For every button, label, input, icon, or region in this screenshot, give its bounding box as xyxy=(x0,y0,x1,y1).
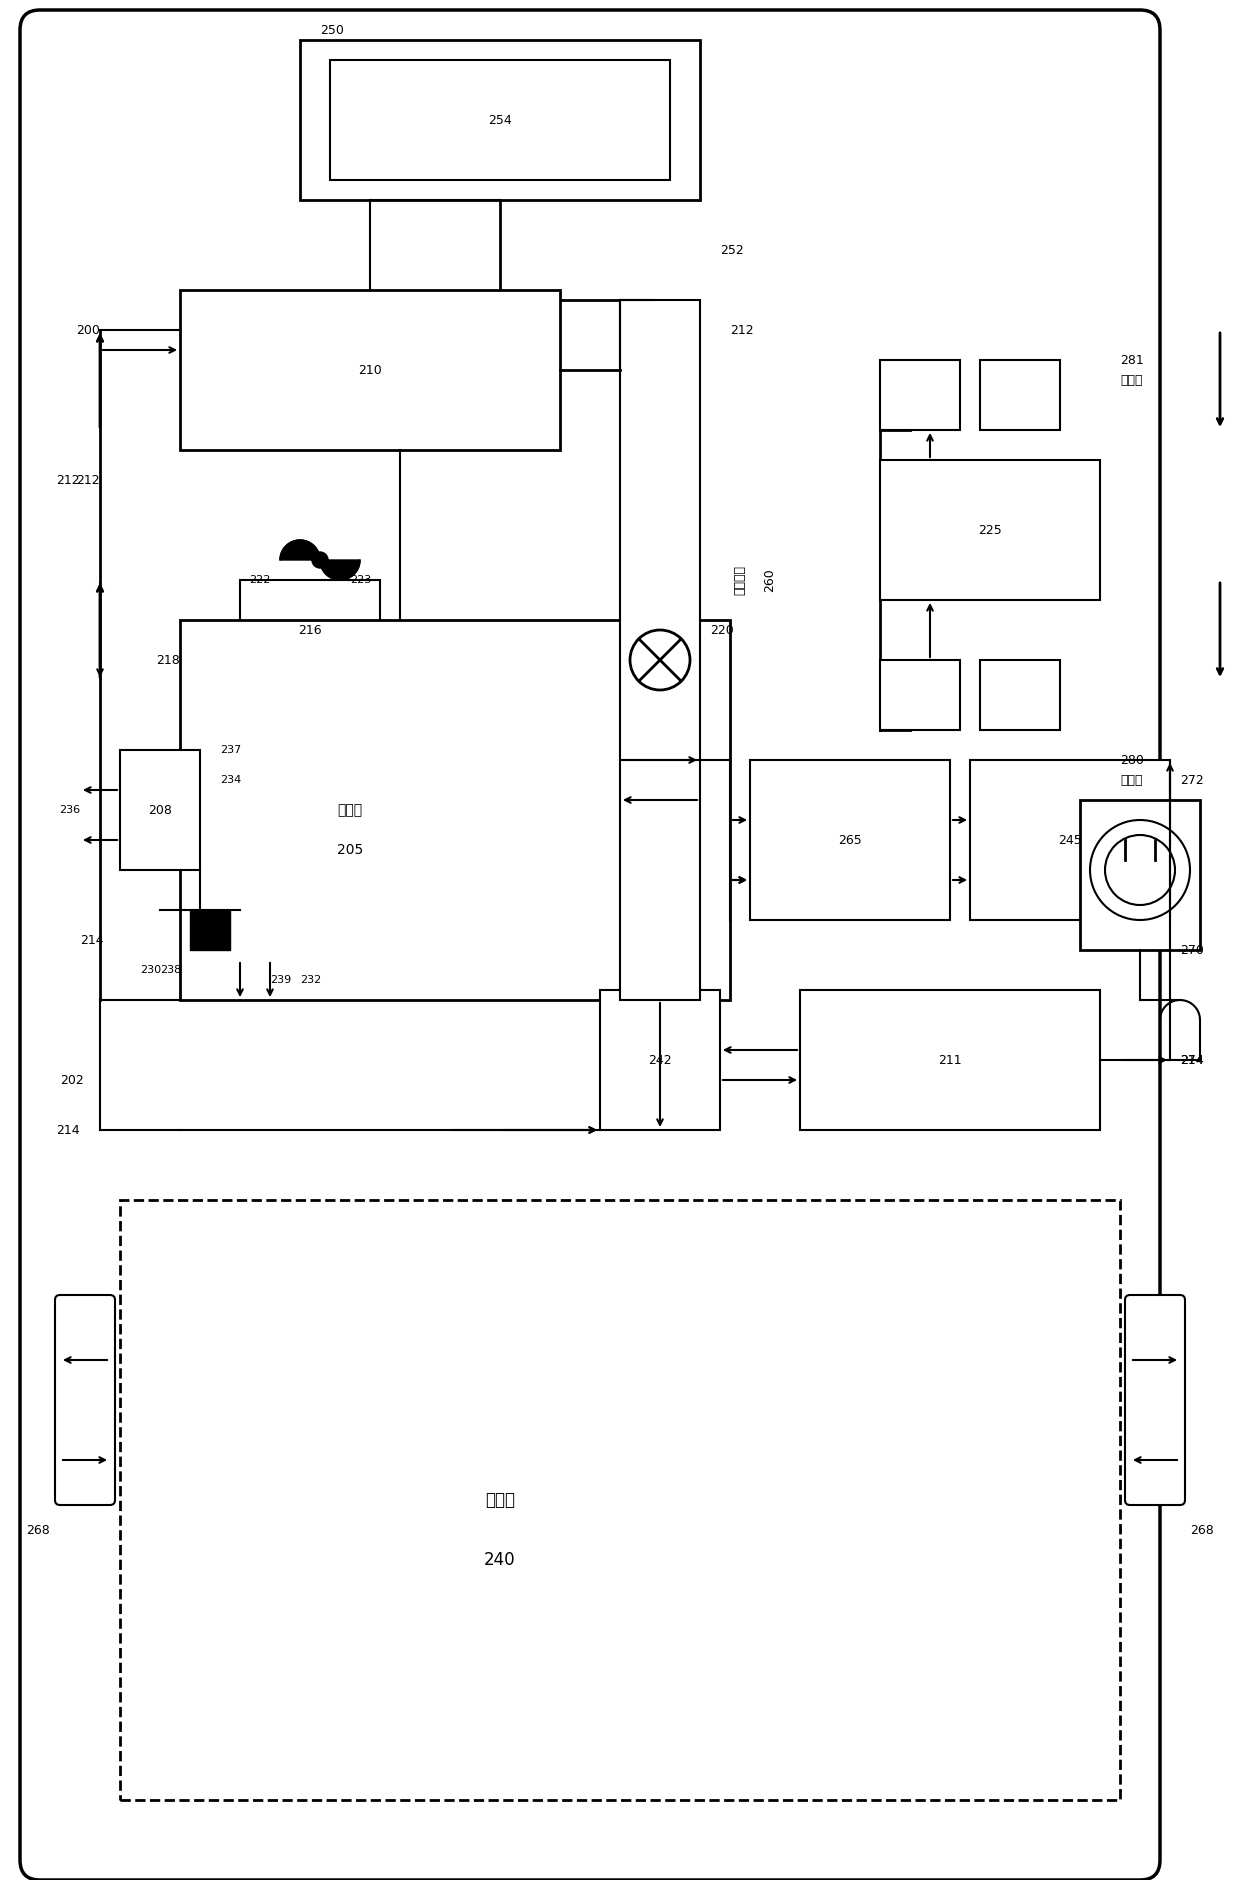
Text: 280: 280 xyxy=(1120,754,1143,767)
Text: 239: 239 xyxy=(270,976,291,985)
Circle shape xyxy=(312,553,329,568)
Bar xyxy=(880,660,960,729)
Bar xyxy=(180,290,560,449)
Polygon shape xyxy=(320,560,360,581)
Text: 202: 202 xyxy=(60,1073,84,1087)
Bar xyxy=(880,359,960,431)
Text: 212: 212 xyxy=(730,323,754,337)
Text: 274: 274 xyxy=(1180,1053,1204,1066)
Text: 260: 260 xyxy=(764,568,776,592)
Bar xyxy=(970,760,1171,919)
Text: 乘客舱: 乘客舱 xyxy=(485,1491,515,1510)
Bar xyxy=(600,991,720,1130)
Text: 236: 236 xyxy=(58,805,81,816)
Bar xyxy=(241,581,379,681)
Text: 225: 225 xyxy=(978,523,1002,536)
Text: 200: 200 xyxy=(76,323,100,337)
Text: 232: 232 xyxy=(300,976,321,985)
Bar xyxy=(980,660,1060,729)
Bar xyxy=(1080,801,1200,949)
FancyBboxPatch shape xyxy=(1125,1295,1185,1506)
Bar xyxy=(750,760,950,919)
Text: 234: 234 xyxy=(219,775,242,786)
Text: 245: 245 xyxy=(1058,833,1081,846)
Text: 222: 222 xyxy=(249,575,270,585)
Text: 238: 238 xyxy=(160,964,181,976)
Bar xyxy=(980,359,1060,431)
Bar xyxy=(330,60,670,180)
Text: 214: 214 xyxy=(81,934,104,946)
Bar xyxy=(300,39,701,199)
Bar xyxy=(620,301,701,1000)
Text: 223: 223 xyxy=(350,575,371,585)
Text: 211: 211 xyxy=(939,1053,962,1066)
Bar xyxy=(120,1199,1120,1799)
FancyBboxPatch shape xyxy=(55,1295,115,1506)
Text: 220: 220 xyxy=(711,624,734,637)
Polygon shape xyxy=(280,540,320,560)
Text: 268: 268 xyxy=(1190,1523,1214,1536)
Text: 242: 242 xyxy=(649,1053,672,1066)
Text: 218: 218 xyxy=(156,654,180,667)
Text: 270: 270 xyxy=(1180,944,1204,957)
Bar xyxy=(120,750,200,870)
Text: 265: 265 xyxy=(838,833,862,846)
Bar xyxy=(800,991,1100,1130)
Text: 272: 272 xyxy=(1180,773,1204,786)
Text: 212: 212 xyxy=(56,474,81,487)
Text: 传感器: 传感器 xyxy=(1120,773,1142,786)
Text: 240: 240 xyxy=(484,1551,516,1570)
Text: 268: 268 xyxy=(26,1523,50,1536)
Text: 252: 252 xyxy=(720,244,744,256)
Bar xyxy=(880,461,1100,600)
Text: 230: 230 xyxy=(140,964,161,976)
Text: 205: 205 xyxy=(337,842,363,857)
Text: 214: 214 xyxy=(56,1124,81,1137)
Text: 发动机: 发动机 xyxy=(337,803,362,818)
Bar xyxy=(180,620,730,1000)
FancyBboxPatch shape xyxy=(20,9,1159,1880)
Text: 216: 216 xyxy=(298,624,322,637)
Text: 控制系统: 控制系统 xyxy=(734,566,746,594)
Text: 208: 208 xyxy=(148,803,172,816)
Text: 237: 237 xyxy=(219,744,242,756)
Text: 250: 250 xyxy=(320,24,343,36)
Text: 254: 254 xyxy=(489,113,512,126)
Bar xyxy=(190,910,229,949)
Text: 致动器: 致动器 xyxy=(1120,374,1142,387)
Text: 214: 214 xyxy=(1180,1053,1204,1066)
Text: 212: 212 xyxy=(77,474,100,487)
Text: 281: 281 xyxy=(1120,353,1143,367)
Text: 210: 210 xyxy=(358,363,382,376)
